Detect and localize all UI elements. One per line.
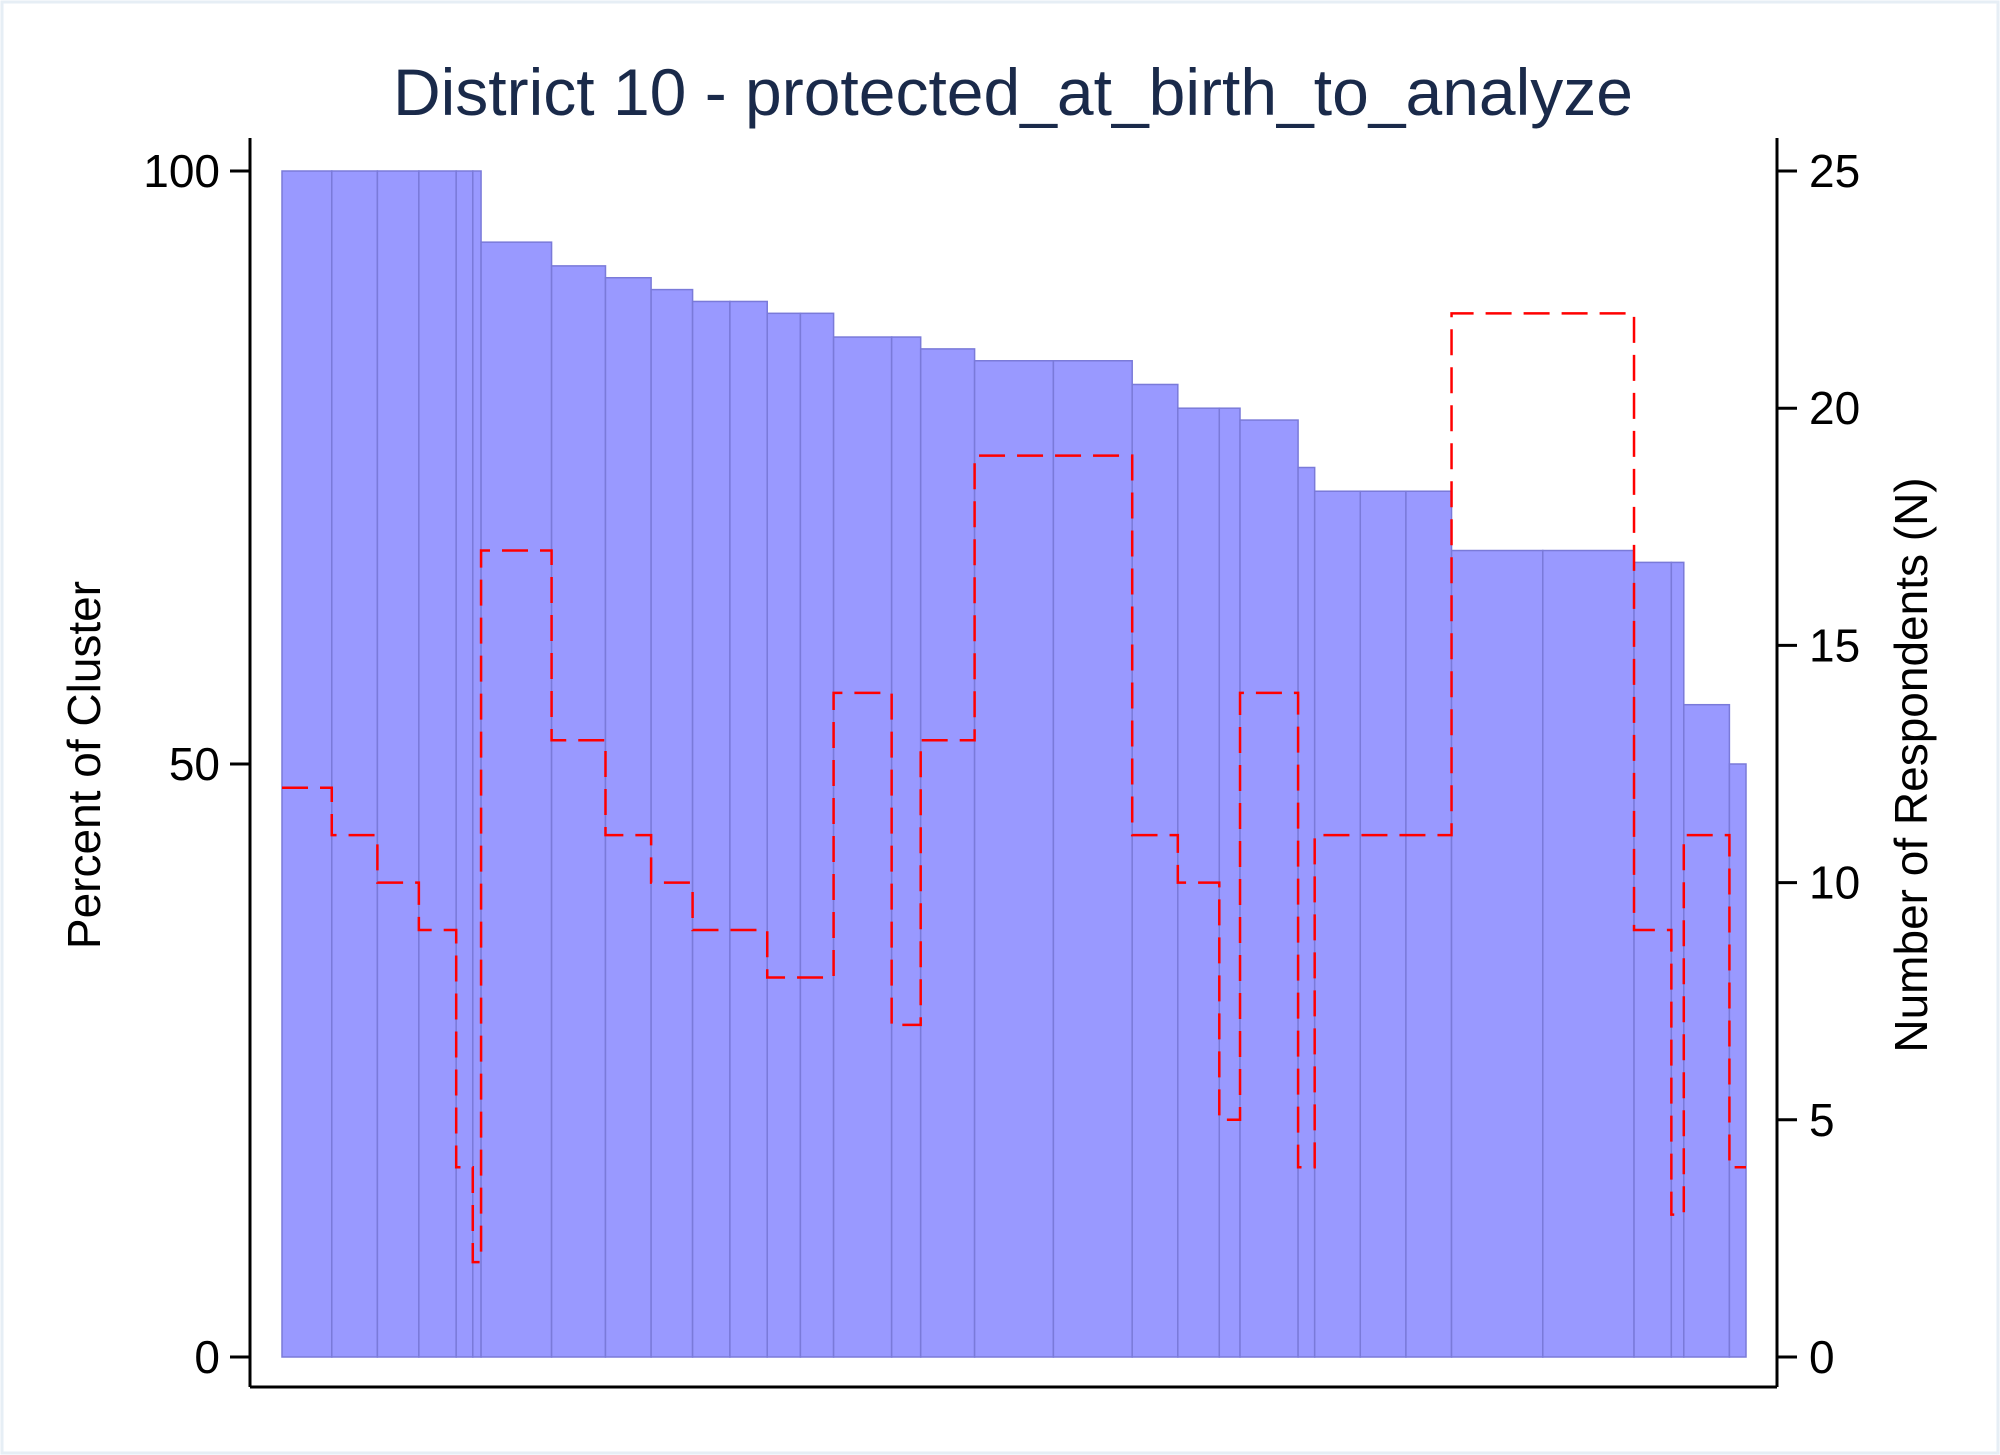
bar-4 [418,170,457,1358]
right-y-ticks: 0 5 10 15 20 25 [1777,145,1860,1383]
bar-26 [1359,490,1407,1358]
bar-22 [1218,407,1241,1358]
bar-14 [799,312,835,1358]
y2-axis-label: Number of Respondents (N) [1885,477,1937,1052]
right-tick-label-10: 10 [1809,857,1860,909]
y-axis-label: Percent of Cluster [58,581,110,949]
bar-8 [550,265,607,1358]
bar-13 [766,312,802,1358]
left-tick-label-0: 0 [194,1331,220,1383]
left-y-ticks: 0 50 100 [143,145,250,1383]
bar-23 [1239,419,1299,1358]
bar-29 [1542,549,1635,1358]
bar-9 [604,276,652,1358]
bar-15 [832,336,893,1358]
bar-19 [1052,360,1133,1358]
bar-11 [691,300,731,1358]
respondents-line-layer [282,312,1746,1264]
bar-30 [1633,561,1673,1358]
right-tick-label-25: 25 [1809,145,1860,197]
bar-20 [1131,383,1179,1358]
bar-18 [973,360,1055,1358]
bar-2 [331,170,379,1358]
respondents-step-line [282,312,1746,1264]
bars-layer [281,170,1747,1358]
right-tick-label-5: 5 [1809,1094,1835,1146]
bar-24 [1297,466,1316,1358]
bar-32 [1683,703,1731,1358]
bar-16 [890,336,922,1358]
bar-7 [480,241,553,1358]
bar-31 [1670,561,1685,1358]
bar-12 [729,300,768,1358]
bar-28 [1450,549,1544,1358]
bar-25 [1313,490,1362,1358]
right-tick-label-0: 0 [1809,1331,1835,1383]
right-tick-label-15: 15 [1809,619,1860,671]
bar-3 [376,170,420,1358]
bar-1 [281,170,333,1358]
right-tick-label-20: 20 [1809,382,1860,434]
left-tick-label-100: 100 [143,145,220,197]
bar-33 [1728,763,1747,1358]
chart-title: District 10 - protected_at_birth_to_anal… [393,55,1633,129]
left-tick-label-50: 50 [169,738,220,790]
bar-5 [455,170,474,1358]
bar-27 [1405,490,1453,1358]
bar-10 [650,288,694,1358]
bar-17 [919,348,976,1358]
